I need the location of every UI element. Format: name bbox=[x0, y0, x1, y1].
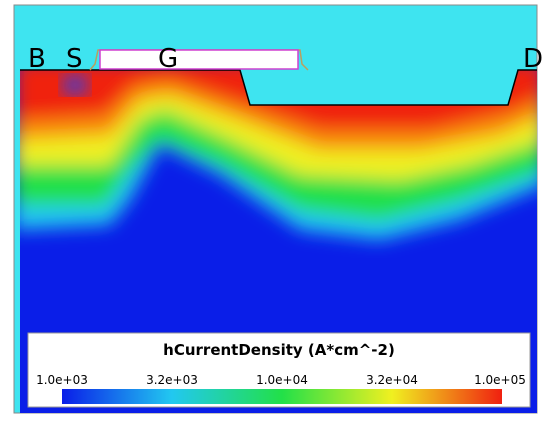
colorbar-tick: 3.2e+03 bbox=[146, 373, 198, 387]
colorbar-tick: 1.0e+04 bbox=[256, 373, 308, 387]
colorbar-tick: 3.2e+04 bbox=[366, 373, 418, 387]
terminal-label: D bbox=[523, 44, 543, 74]
terminal-label: G bbox=[158, 44, 178, 74]
colorbar bbox=[62, 389, 502, 404]
terminal-label: S bbox=[66, 44, 83, 74]
surface-outline bbox=[20, 69, 537, 106]
colorbar-tick: 1.0e+05 bbox=[474, 373, 526, 387]
colorbar-tick: 1.0e+03 bbox=[36, 373, 88, 387]
terminal-label: B bbox=[28, 44, 46, 74]
colorbar-title: hCurrentDensity (A*cm^-2) bbox=[163, 341, 395, 359]
gate bbox=[99, 49, 299, 70]
